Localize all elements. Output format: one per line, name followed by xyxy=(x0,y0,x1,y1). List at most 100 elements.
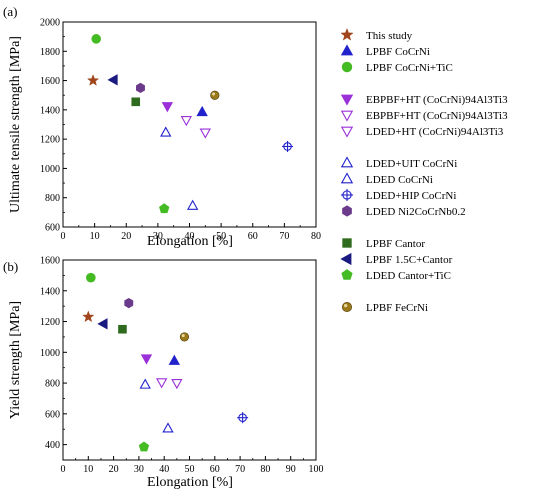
x-tick-label: 60 xyxy=(248,231,258,242)
legend-label: LDED CoCrNi xyxy=(366,174,433,186)
data-point xyxy=(282,140,294,152)
data-point xyxy=(171,379,183,390)
y-tick-label: 1600 xyxy=(40,256,60,267)
x-tick-label: 20 xyxy=(109,464,119,475)
data-point xyxy=(138,441,150,452)
data-point xyxy=(86,74,100,86)
y-tick-label: 800 xyxy=(45,379,60,390)
y-tick-label: 1200 xyxy=(40,317,60,328)
x-tick-label: 100 xyxy=(309,464,324,475)
legend-marker xyxy=(340,94,354,106)
x-tick-label: 70 xyxy=(235,464,245,475)
data-point xyxy=(136,82,145,94)
data-point xyxy=(199,128,211,139)
legend-label: EBPBF+HT (CoCrNi)94Al3Ti3 xyxy=(366,94,508,106)
panel-b-x-axis-label: Elongation [%] xyxy=(147,475,233,490)
data-point xyxy=(161,102,174,113)
legend-marker xyxy=(340,188,354,202)
legend-label: LDED+HIP CoCrNi xyxy=(366,190,456,202)
legend-item: LPBF 1.5C+Cantor xyxy=(340,252,453,266)
x-tick-label: 70 xyxy=(279,231,289,242)
legend-item: This study xyxy=(340,27,413,42)
plot-frame xyxy=(62,259,317,461)
panel-a-axes: 0 10 20 30 40 50 60 70 80 600 800 1000 1200 1400 1600 1… xyxy=(40,18,321,243)
y-tick-label: 800 xyxy=(45,193,60,204)
data-point xyxy=(180,116,193,127)
y-tick-label: 1400 xyxy=(40,105,60,116)
y-tick-label: 1800 xyxy=(40,47,60,58)
x-tick-label: 0 xyxy=(61,231,66,242)
legend-label: LPBF FeCrNi xyxy=(366,302,428,314)
x-tick-label: 40 xyxy=(159,464,169,475)
panel-b: (b) 0 10 20 30 40 50 60 70 80 90 100 400 600 800 1000 1… xyxy=(3,256,324,491)
x-tick-label: 10 xyxy=(90,231,100,242)
x-tick-label: 10 xyxy=(83,464,93,475)
legend-label: LPBF CoCrNi+TiC xyxy=(366,62,453,74)
data-point xyxy=(186,199,199,210)
legend-item: LDED+HIP CoCrNi xyxy=(340,188,456,202)
legend-label: LDED+HT (CoCrNi)94Al3Ti3 xyxy=(366,126,504,138)
x-tick-label: 0 xyxy=(61,464,66,475)
y-tick-label: 1000 xyxy=(40,348,60,359)
legend-marker xyxy=(340,27,354,41)
x-tick-label: 40 xyxy=(185,231,195,242)
x-tick-label: 50 xyxy=(185,464,195,475)
legend-label: LPBF Cantor xyxy=(366,238,425,250)
panel-a-points xyxy=(86,34,294,214)
legend-marker xyxy=(340,44,354,56)
legend-marker xyxy=(342,205,352,217)
panel-b-points xyxy=(82,272,249,452)
data-point xyxy=(196,105,208,117)
data-point xyxy=(131,97,141,107)
data-point xyxy=(159,203,170,214)
y-tick-label: 1400 xyxy=(40,286,60,297)
legend-label: LPBF 1.5C+Cantor xyxy=(366,254,453,266)
legend-label: LPBF CoCrNi xyxy=(366,46,430,58)
x-tick-label: 30 xyxy=(134,464,144,475)
x-tick-label: 80 xyxy=(260,464,270,475)
legend-item: LPBF CoCrNi xyxy=(340,44,430,58)
data-point xyxy=(107,74,118,86)
legend-item: LPBF CoCrNi+TiC xyxy=(341,61,453,74)
legend-label: LDED Ni2CoCrNb0.2 xyxy=(366,206,466,218)
data-point xyxy=(97,318,108,330)
data-point xyxy=(91,34,102,44)
legend-label: This study xyxy=(366,30,413,42)
legend-item: LDED Cantor+TiC xyxy=(341,269,451,282)
legend-item: LDED+HT (CoCrNi)94Al3Ti3 xyxy=(340,126,504,138)
legend-label: LDED Cantor+TiC xyxy=(366,270,451,282)
data-point xyxy=(155,378,168,389)
data-point xyxy=(237,412,249,424)
panel-a-y-axis-label: Ultimate tensile strength [MPa] xyxy=(8,36,23,213)
y-tick-label: 600 xyxy=(45,223,60,234)
data-point xyxy=(139,378,151,389)
y-tick-label: 2000 xyxy=(40,18,60,29)
x-tick-label: 50 xyxy=(216,231,226,242)
legend-item: LDED CoCrNi xyxy=(340,172,433,186)
legend-item: EBPBF+HT (CoCrNi)94Al3Ti3 xyxy=(340,110,508,122)
data-point xyxy=(82,310,95,323)
x-tick-label: 20 xyxy=(121,231,131,242)
data-point xyxy=(179,332,190,342)
panel-b-axes: 0 10 20 30 40 50 60 70 80 90 100 400 600 800 1000 1200 1… xyxy=(40,256,324,476)
legend-item: LDED Ni2CoCrNb0.2 xyxy=(342,205,466,218)
panel-a-x-axis-label: Elongation [%] xyxy=(147,234,233,249)
data-point xyxy=(162,422,174,433)
data-point xyxy=(124,297,134,309)
panel-a: (a) 0 10 20 30 40 50 60 70 80 600 800 1000 1200 1400 1… xyxy=(3,4,321,249)
x-tick-label: 90 xyxy=(286,464,296,475)
plot-frame xyxy=(62,21,317,228)
panel-b-label: (b) xyxy=(3,259,18,274)
x-tick-label: 30 xyxy=(153,231,163,242)
x-tick-label: 60 xyxy=(210,464,220,475)
legend-marker xyxy=(341,301,353,313)
legend-label: LDED+UIT CoCrNi xyxy=(366,158,457,170)
legend-marker xyxy=(340,172,354,184)
legend-item: LPBF FeCrNi xyxy=(341,301,428,314)
x-tick-label: 80 xyxy=(311,231,321,242)
data-point xyxy=(210,90,220,100)
legend: This study LPBF CoCrNi LPBF CoCrNi+TiC EBPB… xyxy=(340,27,508,314)
legend-label: EBPBF+HT (CoCrNi)94Al3Ti3 xyxy=(366,110,508,122)
y-tick-label: 400 xyxy=(45,440,60,451)
y-tick-label: 1600 xyxy=(40,76,60,87)
